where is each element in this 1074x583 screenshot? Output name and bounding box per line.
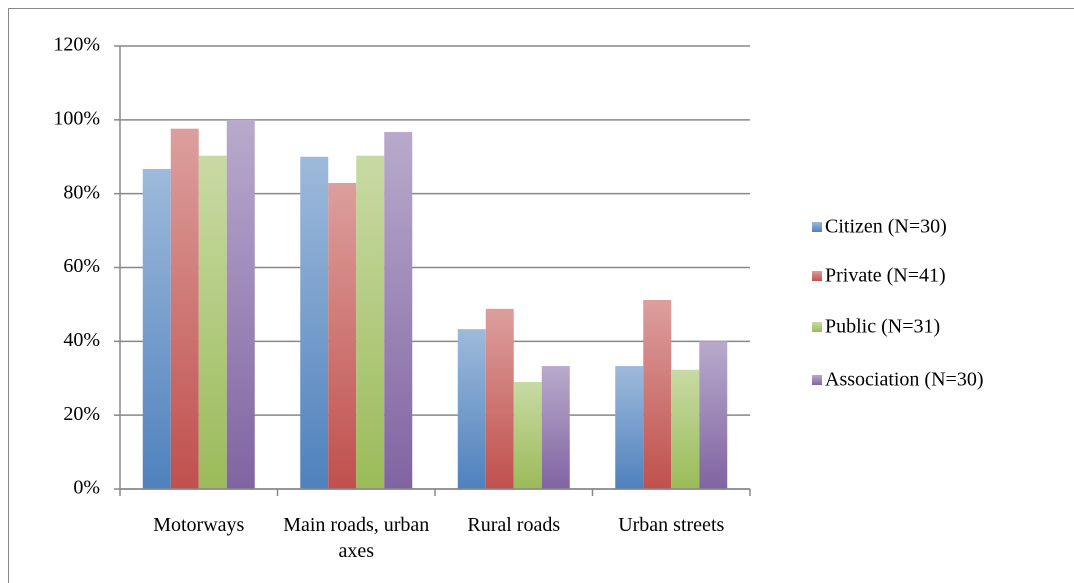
bar [356,155,385,489]
y-tick-label: 0% [73,477,100,499]
legend-swatch [812,322,822,332]
legend-label: Private (N=41) [825,265,946,287]
bar [384,132,413,489]
bar [300,156,329,489]
y-tick-label: 60% [63,255,100,277]
bar [328,182,357,490]
bar [170,128,199,489]
bar [142,168,171,489]
legend-label: Association (N=30) [825,369,983,391]
legend-swatch [812,375,822,385]
bar [226,119,255,489]
y-tick-label: 20% [63,403,100,425]
bar [699,341,728,489]
bar [615,366,644,489]
y-tick-label: 120% [53,34,100,56]
bar [457,329,486,489]
bar [485,308,514,489]
legend-label: Citizen (N=30) [825,216,947,238]
x-tick-label: Rural roads [467,514,561,536]
x-tick-label: Urban streets [618,514,725,536]
bar [541,366,570,489]
legend-swatch [812,222,822,232]
x-tick-label: Motorways [153,514,245,536]
bar [198,155,227,489]
chart-frame [8,8,1074,583]
bar [513,381,542,489]
legend-label: Public (N=31) [825,316,940,338]
y-tick-label: 100% [53,107,100,129]
bar [643,299,672,489]
y-tick-label: 40% [63,329,100,351]
x-tick-label: Main roads, urban axes [283,514,430,562]
bar [671,369,700,489]
legend-swatch [812,271,822,281]
y-tick-label: 80% [63,181,100,203]
